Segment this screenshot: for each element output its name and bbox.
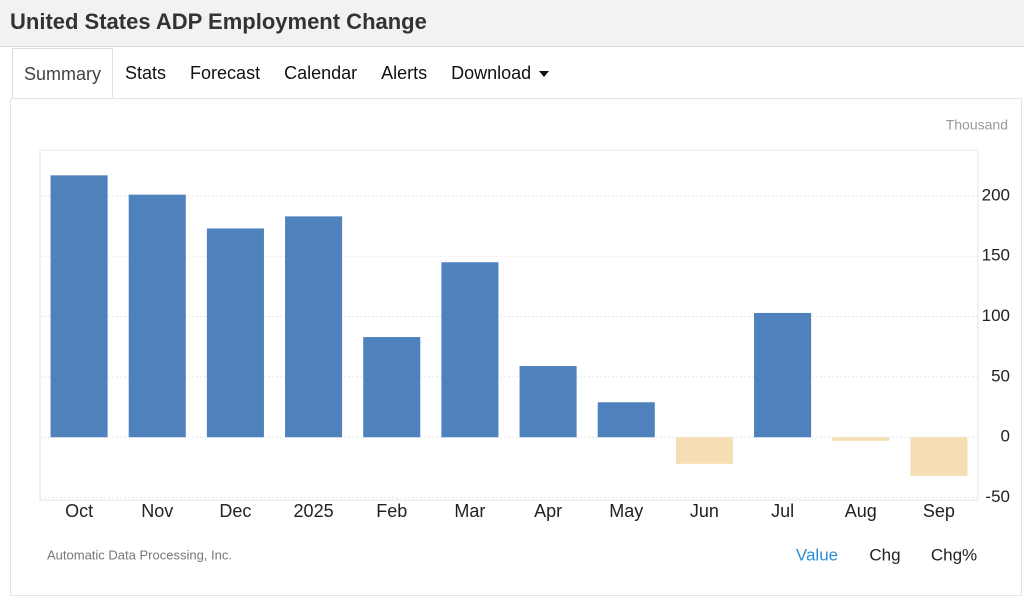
- x-tick-label: Sep: [923, 501, 955, 521]
- tab-bar: Summary Stats Forecast Calendar Alerts Downlo…: [12, 48, 561, 98]
- x-tick-label: Apr: [534, 501, 562, 521]
- unit-label: Thousand: [946, 117, 1008, 133]
- chart-panel: [10, 98, 1022, 596]
- x-tick-label: Dec: [219, 501, 251, 521]
- x-tick-label: 2025: [294, 501, 334, 521]
- bar: [519, 366, 577, 438]
- tab-label[interactable]: Stats: [125, 63, 167, 83]
- bar: [597, 402, 655, 438]
- y-tick-label: 100: [982, 306, 1010, 325]
- x-tick-label: Nov: [141, 501, 173, 521]
- x-tick-label: Jun: [690, 501, 719, 521]
- tab[interactable]: Alerts: [369, 48, 439, 98]
- bar: [441, 262, 499, 438]
- dropdown-caret[interactable]: [539, 71, 550, 78]
- tab-label[interactable]: Calendar: [284, 63, 358, 83]
- y-tick-label: 150: [982, 246, 1010, 265]
- tab-label[interactable]: Summary: [24, 64, 102, 84]
- tab[interactable]: Download: [439, 48, 561, 98]
- y-tick-label: 200: [982, 185, 1010, 204]
- tab[interactable]: Summary: [12, 48, 114, 98]
- y-tick-label: -50: [985, 487, 1010, 506]
- bar: [285, 216, 343, 438]
- x-tick-label: May: [609, 501, 643, 521]
- bar: [363, 337, 421, 438]
- tab[interactable]: Forecast: [178, 48, 272, 98]
- header: United States ADP Employment Change: [0, 0, 1024, 47]
- tab-label[interactable]: Alerts: [381, 63, 428, 83]
- tab[interactable]: Stats: [113, 48, 178, 98]
- y-tick-label: 50: [991, 366, 1010, 385]
- bar: [50, 175, 108, 438]
- bar: [128, 194, 186, 438]
- plot-area: [39, 149, 979, 501]
- tab[interactable]: Calendar: [272, 48, 369, 98]
- bar: [675, 437, 733, 464]
- view-button[interactable]: Value: [796, 545, 838, 564]
- x-tick-label: Oct: [65, 501, 93, 521]
- x-tick-label: Jul: [771, 501, 794, 521]
- source: Automatic Data Processing, Inc.: [47, 547, 232, 562]
- bar: [832, 437, 890, 441]
- bar: [206, 228, 264, 438]
- tab-label[interactable]: Download: [451, 63, 532, 83]
- x-tick-label: Feb: [376, 501, 407, 521]
- bar: [910, 437, 968, 476]
- view-button[interactable]: Chg%: [931, 545, 977, 564]
- page-title: United States ADP Employment Change: [10, 9, 427, 34]
- x-tick-label: Mar: [454, 501, 485, 521]
- bar: [754, 312, 812, 438]
- x-tick-label: Aug: [845, 501, 877, 521]
- y-tick-label: 0: [1001, 427, 1010, 446]
- tab-label[interactable]: Forecast: [190, 63, 261, 83]
- view-button[interactable]: Chg: [869, 545, 900, 564]
